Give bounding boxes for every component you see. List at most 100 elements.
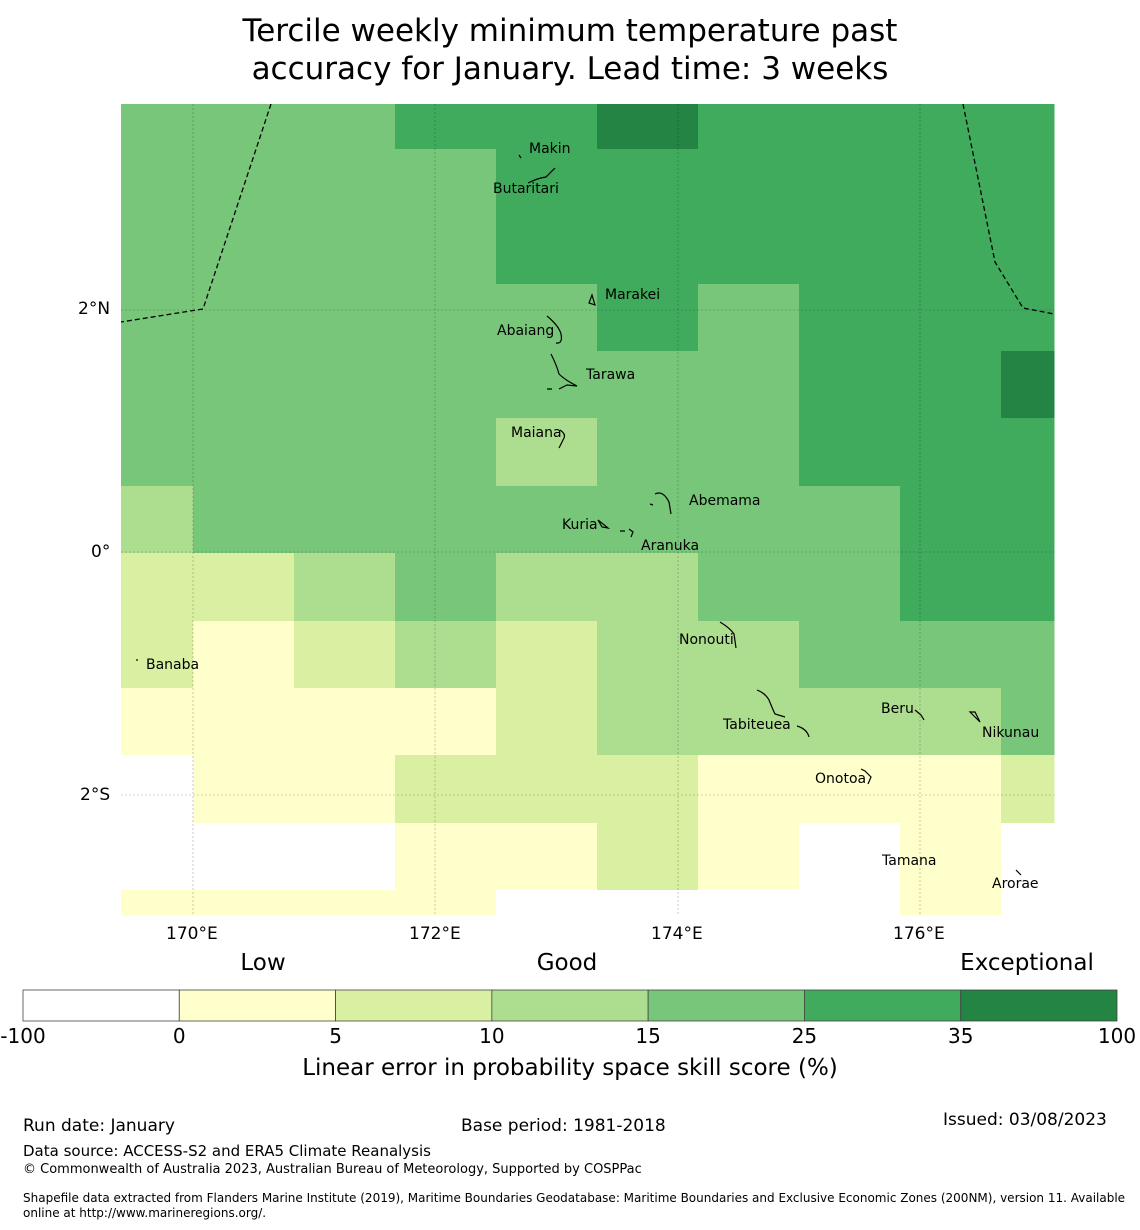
grid-cell bbox=[900, 104, 1002, 150]
grid-cell bbox=[597, 216, 699, 285]
grid-cell bbox=[395, 688, 497, 756]
grid-cell bbox=[121, 149, 194, 217]
grid-cell bbox=[1001, 688, 1055, 756]
graticule bbox=[121, 104, 1054, 915]
grid-cell bbox=[395, 418, 497, 487]
grid-cell bbox=[395, 890, 497, 916]
grid-cell bbox=[395, 104, 497, 150]
grid-cell bbox=[193, 486, 295, 554]
grid-cell bbox=[294, 216, 396, 285]
lat-tick-0: 0° bbox=[91, 542, 111, 562]
colorbar-tick-label: -100 bbox=[0, 1024, 46, 1048]
colorbar-segment bbox=[335, 989, 493, 1022]
grid-cell bbox=[900, 418, 1002, 487]
grid-cell bbox=[193, 890, 295, 916]
coast-makin-butaritari bbox=[518, 154, 556, 184]
colorbar-tick-label: 10 bbox=[479, 1024, 505, 1048]
grid-cell bbox=[597, 621, 699, 689]
grid-cell bbox=[597, 351, 699, 419]
grid-cell bbox=[294, 553, 396, 622]
colorbar-segment bbox=[178, 989, 336, 1022]
grid-cell bbox=[799, 755, 901, 824]
island-label-arorae: Arorae bbox=[992, 876, 1039, 892]
grid-cell bbox=[698, 351, 800, 419]
island-label-nikunau: Nikunau bbox=[982, 725, 1040, 741]
grid-cell bbox=[698, 284, 800, 352]
grid-cell bbox=[597, 890, 699, 916]
grid-cell bbox=[121, 104, 194, 150]
coast-abemama bbox=[649, 492, 672, 515]
island-label-abemama: Abemama bbox=[689, 493, 761, 509]
colorbar-segment bbox=[804, 989, 962, 1022]
grid-cell bbox=[395, 621, 497, 689]
colorbar-label: Linear error in probability space skill … bbox=[302, 1055, 838, 1081]
run-date: Run date: January bbox=[23, 1116, 175, 1136]
grid-cell bbox=[597, 149, 699, 217]
grid-cell bbox=[698, 621, 800, 689]
grid-cell bbox=[496, 621, 598, 689]
grid-cell bbox=[799, 149, 901, 217]
grid-cell bbox=[294, 486, 396, 554]
grid-cell bbox=[121, 755, 194, 824]
grid-cell bbox=[698, 486, 800, 554]
coast-kuria-aranuka bbox=[597, 519, 634, 538]
grid-cell bbox=[395, 149, 497, 217]
grid-cell bbox=[1001, 104, 1055, 150]
grid-cell bbox=[294, 284, 396, 352]
grid-cell bbox=[799, 104, 901, 150]
grid-cell bbox=[698, 418, 800, 487]
grid-cell bbox=[900, 149, 1002, 217]
grid-cell bbox=[121, 553, 194, 622]
grid-cell bbox=[496, 104, 598, 150]
grid-cell bbox=[294, 621, 396, 689]
grid-cell bbox=[1001, 418, 1055, 487]
island-label-marakei: Marakei bbox=[605, 287, 661, 303]
issued-date: Issued: 03/08/2023 bbox=[943, 1110, 1107, 1130]
grid-cell bbox=[1001, 553, 1055, 622]
grid-cell bbox=[193, 755, 295, 824]
grid-cell bbox=[395, 755, 497, 824]
grid-cell bbox=[597, 688, 699, 756]
colorbar-tick-label: 0 bbox=[172, 1024, 186, 1048]
grid-cell bbox=[900, 553, 1002, 622]
coast-maiana bbox=[558, 429, 566, 449]
grid-cell bbox=[597, 284, 699, 352]
grid-cell bbox=[597, 486, 699, 554]
grid-cell bbox=[294, 688, 396, 756]
island-label-kuria: Kuria bbox=[562, 517, 598, 533]
grid-cell bbox=[395, 351, 497, 419]
grid-cell bbox=[193, 149, 295, 217]
island-label-nonouti: Nonouti bbox=[679, 632, 734, 648]
copyright: © Commonwealth of Australia 2023, Austra… bbox=[23, 1162, 642, 1177]
grid-cell bbox=[496, 823, 598, 891]
colorbar-segment bbox=[22, 989, 180, 1022]
grid-cell bbox=[1001, 284, 1055, 352]
grid-cell bbox=[496, 553, 598, 622]
grid-cell bbox=[193, 688, 295, 756]
grid-cell bbox=[698, 890, 800, 916]
grid-cell bbox=[193, 553, 295, 622]
chart-title-line2: accuracy for January. Lead time: 3 weeks bbox=[251, 51, 889, 87]
grid-cell bbox=[496, 755, 598, 824]
data-source: Data source: ACCESS-S2 and ERA5 Climate … bbox=[23, 1142, 431, 1160]
grid-cell bbox=[799, 823, 901, 891]
grid-cell bbox=[597, 755, 699, 824]
island-label-tamana: Tamana bbox=[882, 853, 937, 869]
grid-cell bbox=[900, 688, 1002, 756]
coast-nikunau bbox=[968, 711, 981, 723]
island-label-tarawa: Tarawa bbox=[586, 367, 636, 383]
grid-cell bbox=[395, 284, 497, 352]
grid-cell bbox=[193, 284, 295, 352]
grid-cell bbox=[294, 149, 396, 217]
grid-cell bbox=[698, 104, 800, 150]
island-label-onotoa: Onotoa bbox=[815, 771, 867, 787]
grid-cell bbox=[294, 890, 396, 916]
grid-cell bbox=[698, 149, 800, 217]
grid-cell bbox=[193, 216, 295, 285]
grid-cell bbox=[496, 216, 598, 285]
lon-tick-170e: 170°E bbox=[166, 924, 218, 944]
grid-cell bbox=[121, 284, 194, 352]
grid-cell bbox=[496, 418, 598, 487]
